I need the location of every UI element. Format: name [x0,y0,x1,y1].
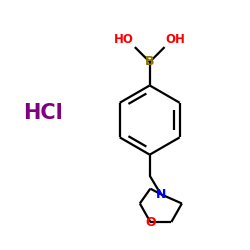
Text: OH: OH [166,33,186,46]
Text: HO: HO [114,33,134,46]
Text: B: B [145,56,154,68]
Text: N: N [156,188,166,201]
Text: HCl: HCl [24,103,63,123]
Text: O: O [145,216,156,228]
